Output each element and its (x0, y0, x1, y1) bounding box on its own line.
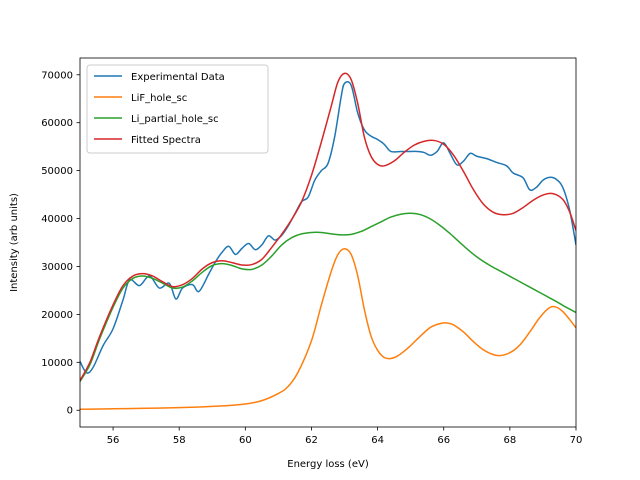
x-axis-label: Energy loss (eV) (287, 459, 369, 470)
plot-frame (79, 57, 577, 428)
legend-entry-li-partial-hole-sc: Li_partial_hole_sc (94, 114, 219, 125)
x-tick-label: 64 (371, 435, 384, 446)
x-axis: 56 58 60 62 64 66 68 70 (107, 427, 583, 446)
y-tick-label: 70000 (41, 70, 73, 81)
legend-label: Experimental Data (131, 72, 225, 83)
legend-label: Li_partial_hole_sc (131, 114, 219, 125)
legend-entry-experimental-data: Experimental Data (94, 72, 225, 83)
x-tick-label: 68 (503, 435, 516, 446)
x-tick-label: 58 (173, 435, 186, 446)
y-tick-label: 0 (67, 406, 73, 417)
y-tick-label: 60000 (41, 118, 73, 129)
legend-label: LiF_hole_sc (131, 93, 187, 104)
legend-entry-lif-hole-sc: LiF_hole_sc (94, 93, 187, 104)
y-axis-label: Intensity (arb units) (9, 193, 20, 292)
y-tick-label: 10000 (41, 358, 73, 369)
series-line-experimental-data (80, 81, 576, 374)
series-layer (80, 72, 576, 411)
x-tick-label: 60 (239, 435, 252, 446)
legend-box (86, 64, 269, 154)
legend: Experimental Data LiF_hole_sc Li_partial… (86, 64, 269, 154)
series-line-fitted-spectra (80, 72, 576, 381)
series-line-lif-hole-sc (80, 247, 576, 411)
x-tick-label: 56 (107, 435, 120, 446)
x-tick-label: 70 (570, 435, 583, 446)
y-axis: 0 10000 20000 30000 40000 50000 60000 70000 (41, 70, 80, 417)
y-tick-label: 50000 (41, 166, 73, 177)
y-tick-label: 40000 (41, 214, 73, 225)
x-tick-label: 66 (437, 435, 450, 446)
y-tick-label: 30000 (41, 262, 73, 273)
legend-label: Fitted Spectra (131, 135, 201, 146)
x-tick-label: 62 (305, 435, 318, 446)
y-tick-label: 20000 (41, 310, 73, 321)
series-line-li-partial-hole-sc (80, 212, 576, 382)
legend-entry-fitted-spectra: Fitted Spectra (94, 135, 201, 146)
